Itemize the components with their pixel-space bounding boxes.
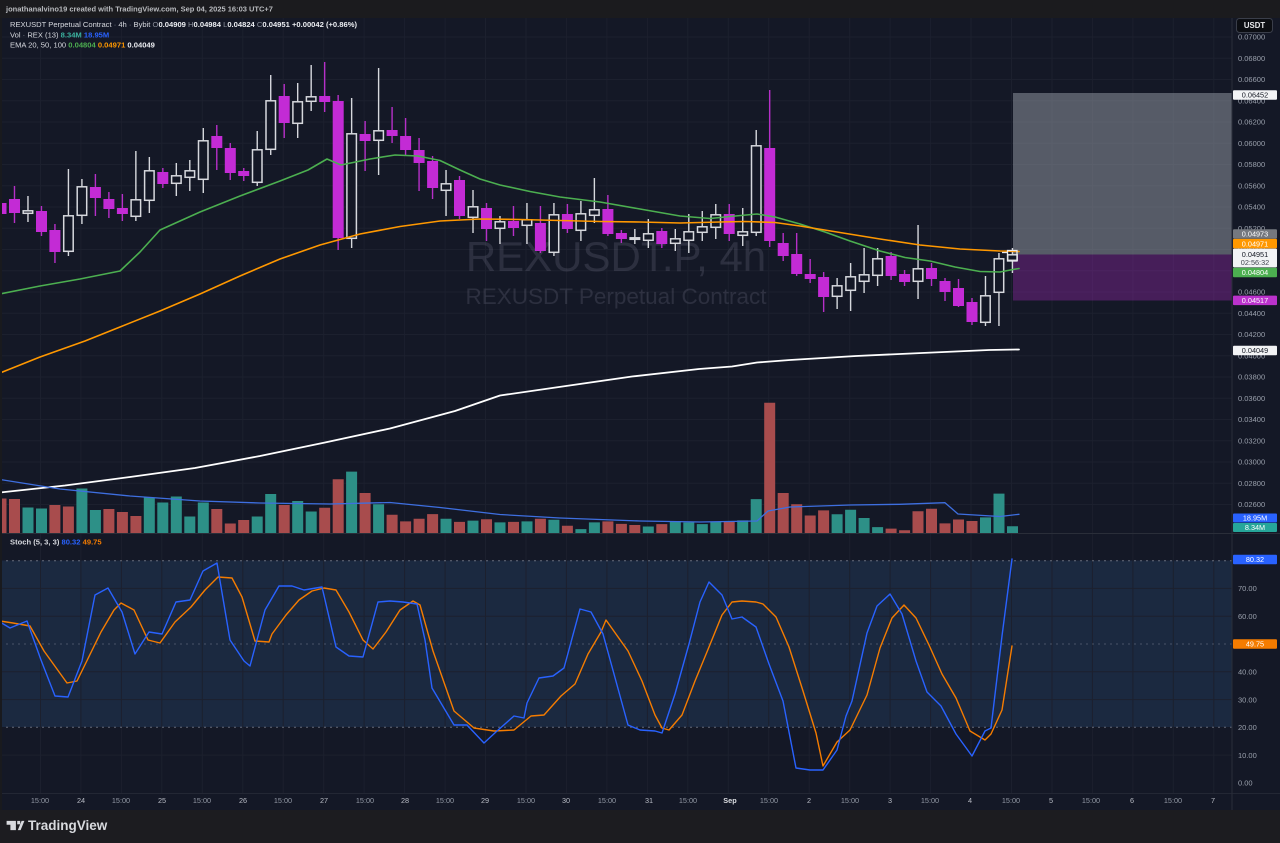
svg-text:15:00: 15:00	[598, 796, 616, 805]
svg-text:27: 27	[320, 796, 328, 805]
svg-text:15:00: 15:00	[1082, 796, 1100, 805]
svg-text:0.06452: 0.06452	[1242, 91, 1268, 100]
svg-text:15:00: 15:00	[193, 796, 211, 805]
svg-text:0.03200: 0.03200	[1238, 436, 1265, 445]
svg-text:7: 7	[1211, 796, 1215, 805]
svg-text:29: 29	[481, 796, 489, 805]
svg-text:40.00: 40.00	[1238, 668, 1257, 677]
svg-text:REXUSDT.P, 4h: REXUSDT.P, 4h	[466, 233, 766, 280]
svg-text:0.06000: 0.06000	[1238, 139, 1265, 148]
svg-text:20.00: 20.00	[1238, 723, 1257, 732]
svg-text:15:00: 15:00	[921, 796, 939, 805]
svg-text:0.03000: 0.03000	[1238, 458, 1265, 467]
svg-text:0.04200: 0.04200	[1238, 330, 1265, 339]
svg-text:28: 28	[401, 796, 409, 805]
svg-text:0.03600: 0.03600	[1238, 394, 1265, 403]
svg-text:0.03400: 0.03400	[1238, 415, 1265, 424]
svg-text:0.05600: 0.05600	[1238, 181, 1265, 190]
svg-text:2: 2	[807, 796, 811, 805]
svg-text:5: 5	[1049, 796, 1053, 805]
svg-text:0.06600: 0.06600	[1238, 75, 1265, 84]
svg-text:0.04973: 0.04973	[1242, 230, 1268, 239]
svg-text:0.04951: 0.04951	[1242, 250, 1268, 259]
svg-text:0.06400: 0.06400	[1238, 97, 1265, 106]
svg-text:0.00: 0.00	[1238, 779, 1253, 788]
svg-text:26: 26	[239, 796, 247, 805]
svg-text:15:00: 15:00	[436, 796, 454, 805]
svg-text:0.04049: 0.04049	[1242, 346, 1268, 355]
svg-text:02:56:32: 02:56:32	[1241, 258, 1269, 267]
svg-text:Sep: Sep	[723, 796, 737, 805]
svg-text:4: 4	[968, 796, 972, 805]
svg-text:0.02600: 0.02600	[1238, 500, 1265, 509]
svg-text:Vol · REX (13) 8.34M 18.95M: Vol · REX (13) 8.34M 18.95M	[10, 30, 109, 39]
svg-text:0.04000: 0.04000	[1238, 351, 1265, 360]
svg-text:15:00: 15:00	[1002, 796, 1020, 805]
svg-text:80.32: 80.32	[1246, 555, 1264, 564]
svg-text:10.00: 10.00	[1238, 751, 1257, 760]
svg-text:0.04517: 0.04517	[1242, 296, 1268, 305]
svg-text:15:00: 15:00	[679, 796, 697, 805]
svg-text:0.04804: 0.04804	[1242, 268, 1268, 277]
svg-text:0.07000: 0.07000	[1238, 33, 1265, 42]
svg-text:30.00: 30.00	[1238, 695, 1257, 704]
svg-text:0.05200: 0.05200	[1238, 224, 1265, 233]
svg-text:25: 25	[158, 796, 166, 805]
svg-text:18.95M: 18.95M	[1243, 514, 1267, 523]
svg-text:EMA 20, 50, 100 0.04804 0.04: EMA 20, 50, 100 0.04804 0.04971 0.04049	[10, 41, 155, 50]
svg-text:70.00: 70.00	[1238, 584, 1257, 593]
svg-text:15:00: 15:00	[760, 796, 778, 805]
svg-text:15:00: 15:00	[841, 796, 859, 805]
svg-text:24: 24	[77, 796, 85, 805]
svg-text:REXUSDT Perpetual Contract · 4: REXUSDT Perpetual Contract · 4h · Bybit …	[10, 20, 357, 29]
svg-text:jonathanalvino19 created with: jonathanalvino19 created with TradingVie…	[5, 5, 273, 14]
svg-text:TradingView: TradingView	[28, 818, 108, 833]
svg-text:15:00: 15:00	[1164, 796, 1182, 805]
svg-text:USDT: USDT	[1244, 21, 1265, 30]
svg-text:31: 31	[645, 796, 653, 805]
svg-text:0.02800: 0.02800	[1238, 479, 1265, 488]
svg-text:15:00: 15:00	[112, 796, 130, 805]
svg-text:15:00: 15:00	[274, 796, 292, 805]
svg-text:0.03800: 0.03800	[1238, 373, 1265, 382]
svg-text:8.34M: 8.34M	[1245, 523, 1265, 532]
svg-text:Stoch (5, 3, 3) 80.32 49.75: Stoch (5, 3, 3) 80.32 49.75	[10, 538, 102, 547]
svg-text:0.04400: 0.04400	[1238, 309, 1265, 318]
svg-text:30: 30	[562, 796, 570, 805]
svg-text:15:00: 15:00	[517, 796, 535, 805]
svg-text:60.00: 60.00	[1238, 612, 1257, 621]
svg-text:0.06200: 0.06200	[1238, 118, 1265, 127]
svg-text:15:00: 15:00	[356, 796, 374, 805]
svg-text:49.75: 49.75	[1246, 640, 1264, 649]
svg-text:REXUSDT Perpetual Contract: REXUSDT Perpetual Contract	[466, 284, 768, 309]
svg-text:0.05400: 0.05400	[1238, 203, 1265, 212]
svg-text:3: 3	[888, 796, 892, 805]
svg-text:0.06800: 0.06800	[1238, 54, 1265, 63]
svg-text:0.04600: 0.04600	[1238, 288, 1265, 297]
svg-text:0.05800: 0.05800	[1238, 160, 1265, 169]
svg-text:6: 6	[1130, 796, 1134, 805]
svg-text:0.04971: 0.04971	[1242, 239, 1268, 248]
svg-text:15:00: 15:00	[31, 796, 49, 805]
